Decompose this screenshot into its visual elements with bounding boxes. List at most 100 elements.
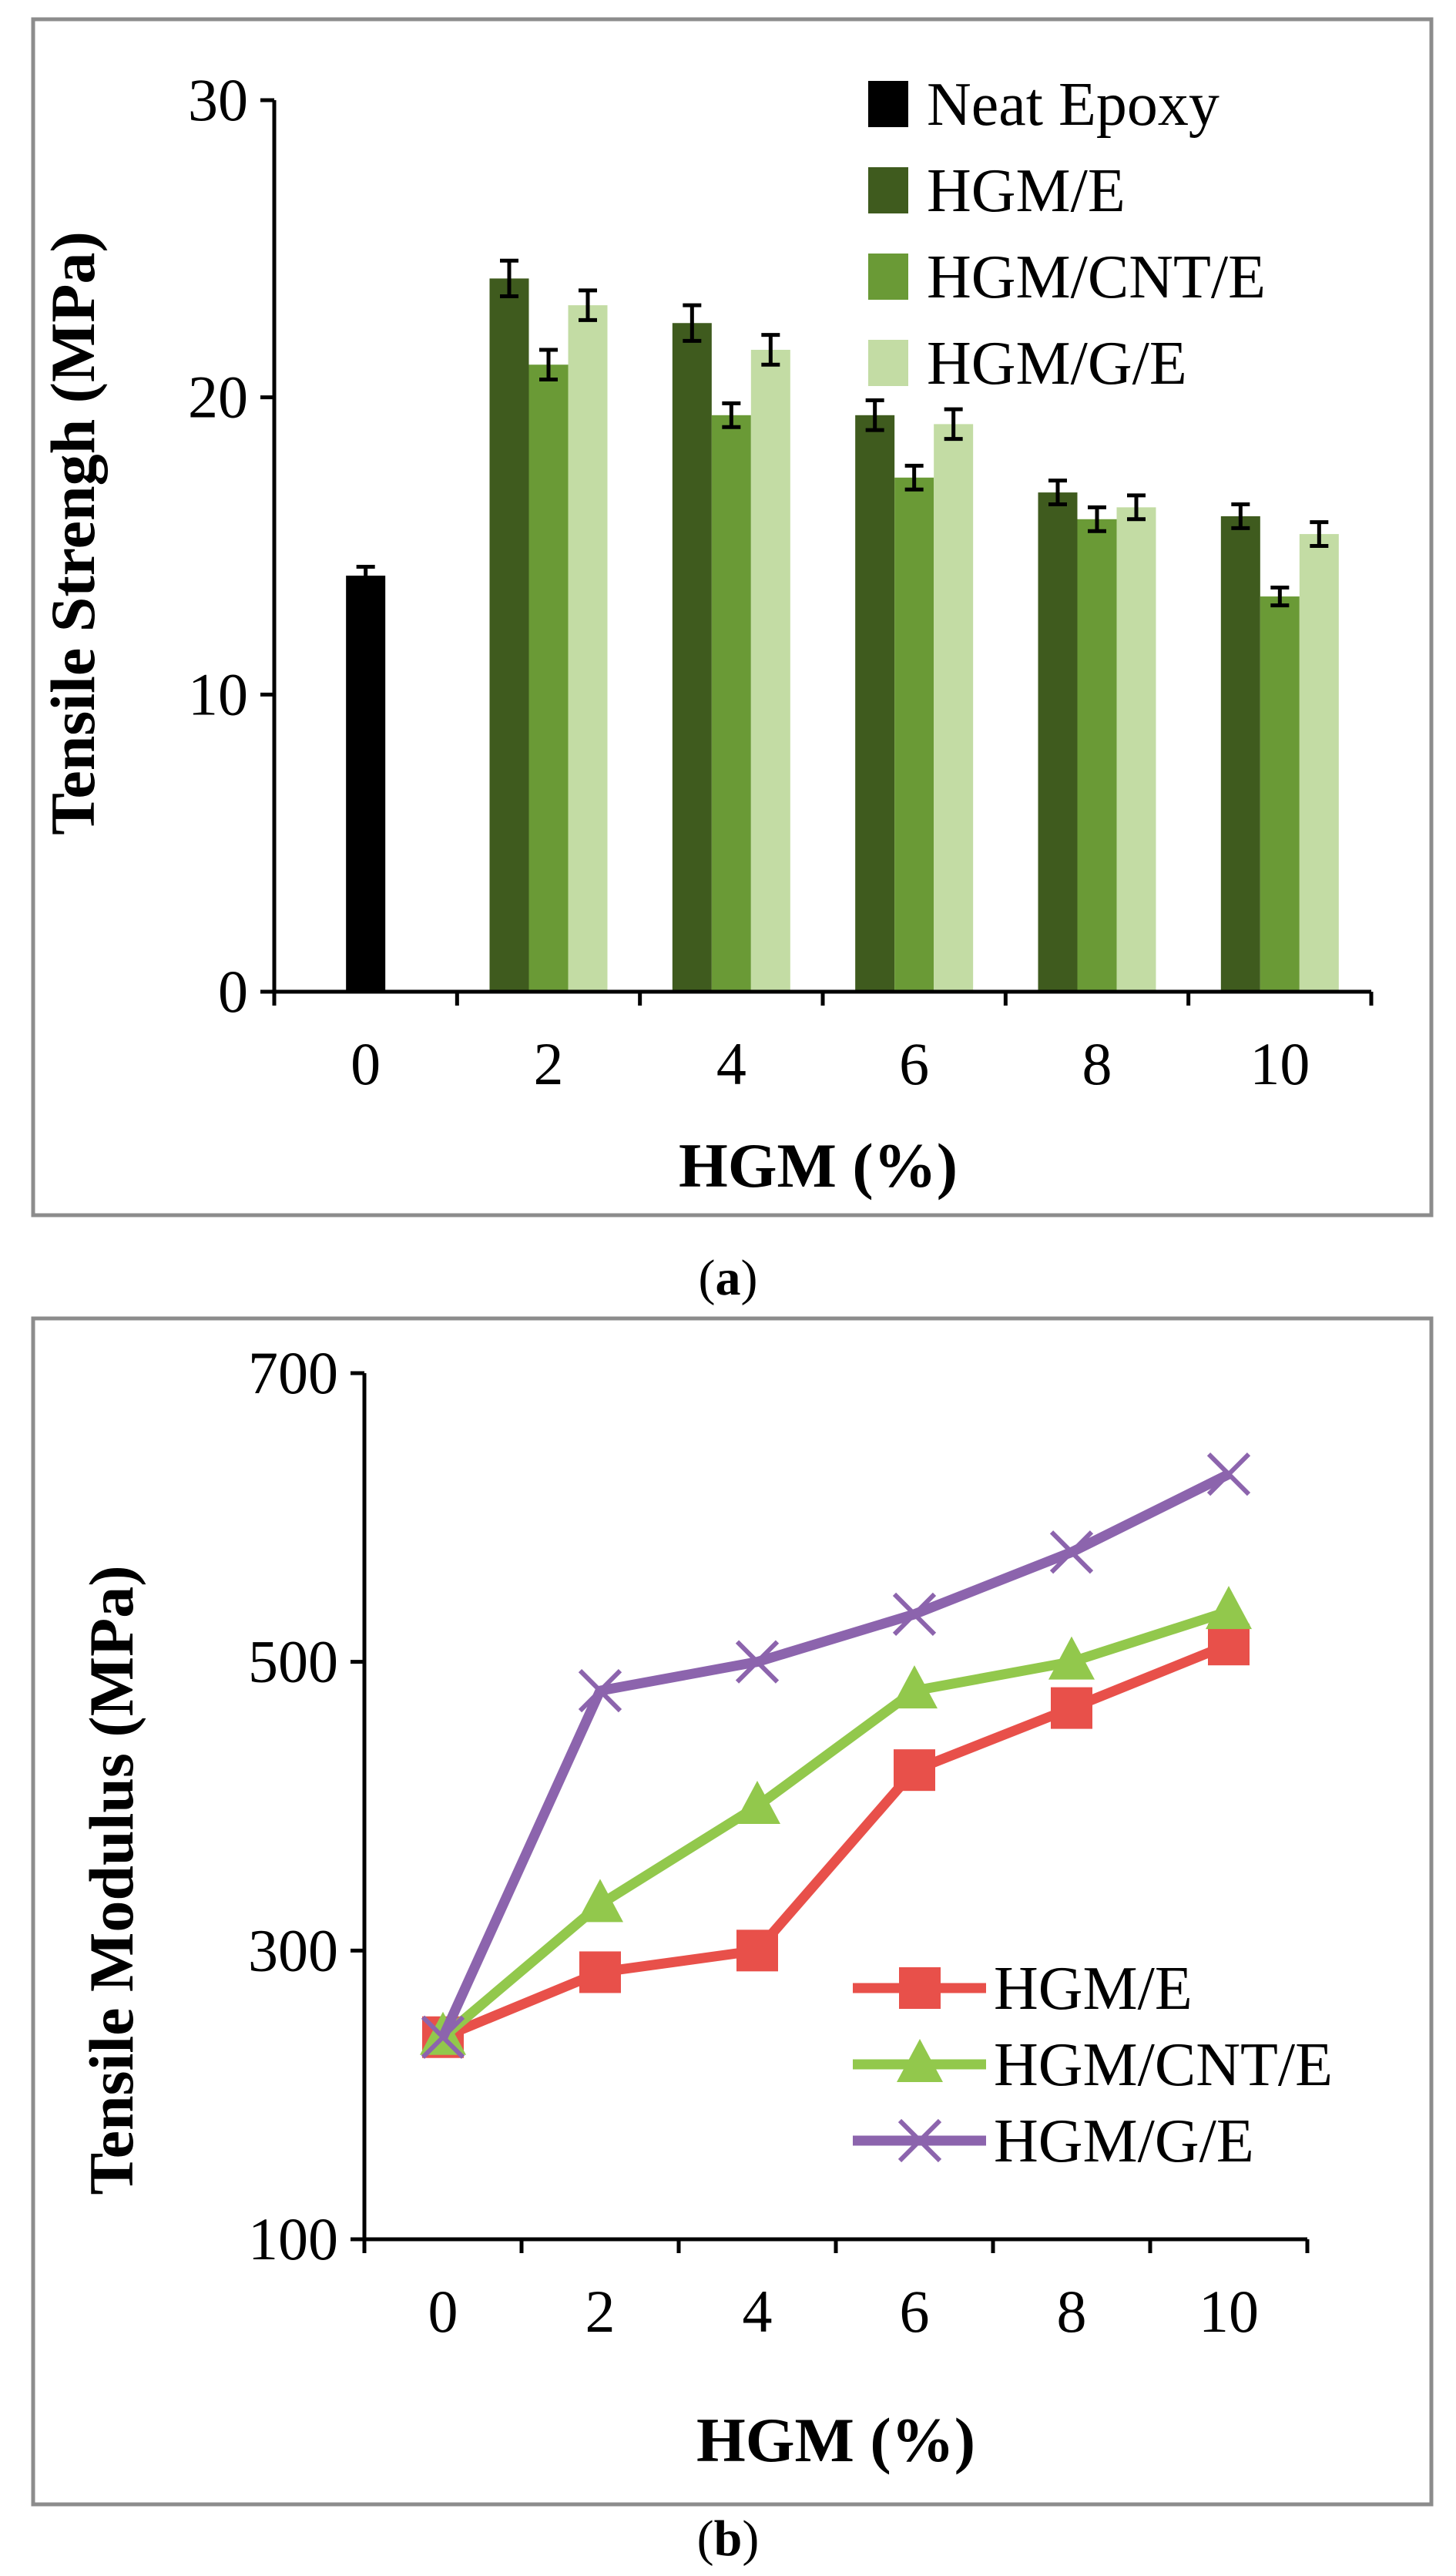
chart-b-x-tick-label: 4 — [743, 2278, 773, 2345]
chart-a-error-bar — [944, 407, 963, 442]
chart-b-point — [421, 2015, 465, 2059]
chart-b-legend-label: HGM/E — [994, 1955, 1193, 2023]
chart-a-bar — [489, 278, 529, 992]
chart-a-legend-label: HGM/E — [927, 157, 1126, 225]
chart-b-y-tick-label: 700 — [248, 1339, 338, 1406]
chart-a-legend-swatch — [868, 81, 908, 127]
chart-b-y-tick-label: 100 — [248, 2205, 338, 2272]
chart-a-error-bar — [1231, 502, 1250, 530]
chart-a-x-tick-label: 8 — [1082, 1030, 1112, 1097]
chart-b-x-tick-label: 10 — [1199, 2278, 1259, 2345]
chart-a-bar — [346, 576, 386, 992]
chart-a-error-bar — [579, 288, 597, 322]
chart-a-x-tick-label: 0 — [351, 1030, 381, 1097]
chart-a-error-bar — [683, 303, 702, 343]
chart-a-error-bar — [761, 333, 780, 367]
chart-a-bar — [750, 349, 790, 992]
chart-a-bar — [1038, 492, 1078, 992]
chart-b-x-tick-label: 6 — [900, 2278, 930, 2345]
chart-b-lines — [420, 1453, 1252, 2059]
chart-b-frame — [31, 1316, 1434, 2507]
chart-a-legend-swatch — [868, 340, 908, 386]
chart-a-legend-label: Neat Epoxy — [927, 71, 1219, 139]
chart-a-x-tick-label: 4 — [716, 1030, 746, 1097]
chart-a-bar — [894, 477, 934, 992]
chart-b-x-tick-label: 0 — [428, 2278, 458, 2345]
chart-a-bar — [672, 323, 712, 992]
chart-b-y-axis-title: Tensile Modulus (MPa) — [76, 1565, 146, 2195]
chart-b-point — [1206, 1453, 1251, 1496]
chart-b-x-tick-label: 2 — [585, 2278, 616, 2345]
chart-b-x-tick-label: 8 — [1057, 2278, 1087, 2345]
chart-a-legend-label: HGM/G/E — [927, 330, 1187, 398]
chart-a-x-axis-title: HGM (%) — [679, 1130, 958, 1201]
chart-a-bar — [568, 305, 608, 992]
chart-b-y-tick-label: 500 — [248, 1628, 338, 1695]
chart-b-point — [894, 1749, 935, 1792]
chart-a-legend-swatch — [868, 167, 908, 213]
chart-a-legend-label: HGM/CNT/E — [927, 243, 1266, 311]
chart-b-point — [1208, 1624, 1250, 1666]
chart-panel-a: 0 10 20 30 0 2 4 6 8 10 Neat Epoxy HGM/E HGM/CNT/E H… — [31, 17, 1434, 1217]
chart-a-error-bar — [1270, 585, 1290, 608]
chart-a-x-tick-label: 6 — [899, 1030, 929, 1097]
chart-b-series — [421, 1453, 1251, 2059]
chart-a-error-bar — [1088, 505, 1106, 533]
chart-a-bar — [1116, 507, 1156, 992]
chart-b-legend-marker — [897, 2118, 942, 2163]
panel-a-label: a — [716, 1250, 741, 1306]
panel-b-label: b — [714, 2511, 743, 2567]
chart-b-point — [578, 1669, 622, 1713]
chart-a-bar — [934, 424, 974, 992]
panel-a-caption: (a) — [699, 1250, 758, 1306]
chart-a-error-bar — [1310, 520, 1329, 548]
chart-a-bar — [855, 415, 895, 992]
chart-b-legend-label: HGM/CNT/E — [994, 2031, 1333, 2099]
chart-a-axes: 0 10 20 30 0 2 4 6 8 10 — [188, 66, 1374, 1097]
chart-a-legend-item: HGM/G/E — [868, 330, 1187, 398]
chart-a-y-tick-label: 10 — [188, 660, 248, 727]
chart-b-point — [1049, 1530, 1094, 1574]
chart-a-y-tick-label: 20 — [188, 364, 248, 431]
chart-b-point — [1051, 1687, 1092, 1729]
chart-b-legend-marker — [899, 1967, 941, 2009]
chart-b-point — [891, 1665, 938, 1709]
chart-b-point — [579, 1951, 621, 1993]
chart-b-series — [420, 1586, 1252, 2055]
chart-a-bar — [1077, 519, 1117, 992]
chart-a-error-bar — [356, 564, 375, 587]
panel-b-caption: (b) — [697, 2511, 760, 2567]
chart-b-legend-label: HGM/G/E — [994, 2107, 1254, 2175]
chart-a-error-bar — [500, 258, 518, 299]
chart-b-point — [892, 1592, 937, 1636]
chart-a-bar — [1220, 516, 1260, 992]
chart-a-y-axis-title: Tensile Strengh (MPa) — [38, 231, 108, 835]
chart-b-legend: HGM/E HGM/CNT/E HGM/G/E — [853, 1955, 1333, 2175]
chart-b-series-line — [439, 1606, 1230, 2041]
chart-a-x-tick-label: 10 — [1250, 1030, 1310, 1097]
chart-a-y-tick-label: 0 — [218, 958, 248, 1025]
chart-b-y-tick-label: 300 — [248, 1916, 338, 1983]
chart-a-x-tick-label: 2 — [534, 1030, 564, 1097]
chart-a-legend-item: HGM/CNT/E — [868, 243, 1266, 311]
chart-panel-b: 100 300 500 700 0 2 4 6 8 10 HGM/E HGM/CNT/E HGM/G/… — [31, 1316, 1434, 2507]
chart-a-bars — [346, 258, 1339, 992]
chart-b-series-line — [441, 1640, 1231, 2042]
chart-b-x-axis-title: HGM (%) — [696, 2405, 975, 2475]
chart-b-legend-item: HGM/CNT/E — [853, 2031, 1333, 2099]
chart-a-legend: Neat Epoxy HGM/E HGM/CNT/E HGM/G/E — [868, 71, 1266, 398]
chart-b-series-line — [438, 1469, 1231, 2040]
chart-b-point — [577, 1879, 623, 1923]
chart-a-error-bar — [722, 401, 741, 429]
chart-b-legend-item: HGM/E — [853, 1955, 1193, 2023]
chart-b-point — [1206, 1586, 1252, 1630]
chart-a-y-tick-label: 30 — [188, 66, 248, 133]
chart-a-error-bar — [1127, 493, 1146, 522]
chart-b-point — [736, 1929, 778, 1972]
chart-a-error-bar — [1048, 479, 1067, 507]
chart-a-error-bar — [865, 398, 884, 432]
chart-b-legend-item: HGM/G/E — [853, 2107, 1254, 2175]
chart-a-legend-item: Neat Epoxy — [868, 71, 1219, 139]
chart-b-axes: 100 300 500 700 0 2 4 6 8 10 — [248, 1339, 1310, 2345]
